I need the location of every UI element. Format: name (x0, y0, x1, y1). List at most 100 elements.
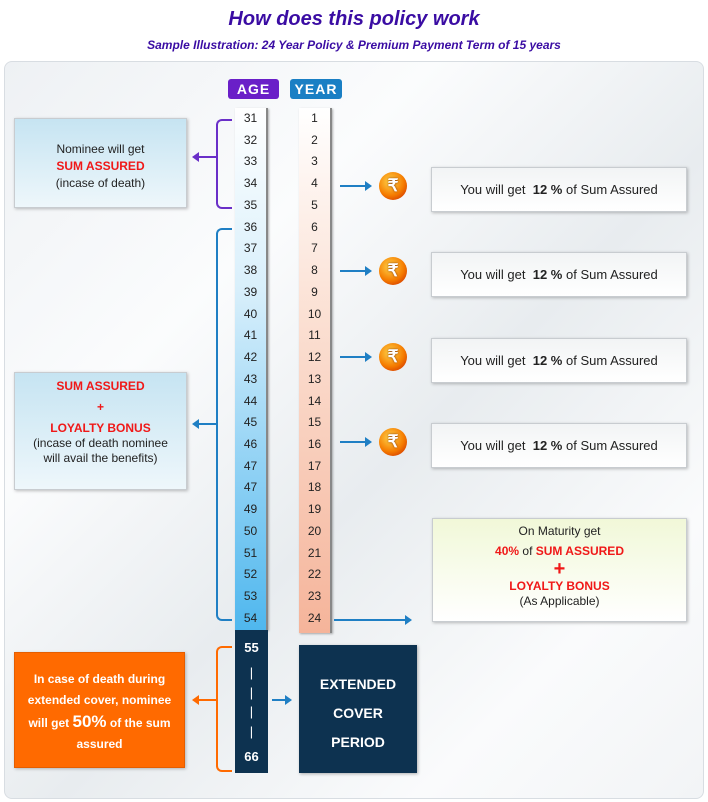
bracket-blue (216, 228, 232, 621)
box-text: Nominee will get (56, 142, 145, 156)
arrow-left-icon (192, 419, 216, 429)
box-text: On Maturity get (518, 524, 601, 538)
extended-cover-box: EXTENDED COVER PERIOD (299, 645, 417, 773)
box-text: You will get (460, 438, 526, 453)
year-cell: 12 (307, 350, 322, 365)
separator: | (249, 704, 254, 719)
payout-percent: 12 % (532, 182, 563, 197)
age-cell: 39 (243, 284, 258, 299)
loyalty-death-box: SUM ASSURED + LOYALTY BONUS (incase of d… (14, 372, 187, 490)
death-benefit-box: Nominee will get SUM ASSURED (incase of … (14, 118, 187, 208)
year-cell: 16 (307, 437, 322, 452)
box-text: of Sum Assured (566, 353, 658, 368)
maturity-box: On Maturity get 40% of SUM ASSURED + LOY… (432, 518, 687, 622)
year-cell: 2 (311, 132, 318, 147)
age-cell: 45 (243, 415, 258, 430)
payout-percent: 12 % (532, 438, 563, 453)
year-cell: 7 (311, 241, 318, 256)
age-cell: 49 (243, 502, 258, 517)
arrow-right-icon (340, 181, 372, 191)
age-cell: 46 (243, 437, 258, 452)
year-cell: 14 (307, 393, 322, 408)
arrow-right-icon (340, 266, 372, 276)
bracket-purple (216, 119, 232, 209)
age-cell: 47 (243, 480, 258, 495)
plus-sign: + (553, 558, 566, 580)
arrow-right-icon (334, 615, 412, 625)
box-text: (As Applicable) (519, 594, 600, 608)
rupee-icon: ₹ (379, 343, 407, 371)
box-highlight: LOYALTY BONUS (509, 579, 610, 593)
bracket-orange (216, 646, 232, 772)
year-cell: 11 (308, 328, 321, 343)
year-cell: 21 (307, 545, 322, 560)
year-cell: 24 (307, 610, 322, 625)
arrow-right-icon (340, 437, 372, 447)
age-cell: 47 (243, 458, 258, 473)
age-cell: 31 (243, 111, 258, 125)
year-cell: 4 (311, 176, 318, 191)
extended-start-age: 55 (244, 640, 259, 655)
payout-percent: 12 % (532, 353, 563, 368)
year-cell: 19 (307, 502, 322, 517)
box-text: COVER (333, 705, 383, 721)
arrow-right-icon (272, 695, 292, 705)
age-cell: 42 (243, 350, 258, 365)
age-cell: 44 (243, 393, 258, 408)
age-column: 31 32 33 34 35 36 37 38 39 40 41 42 43 44 45 46 47 47 49 50… (235, 108, 268, 630)
box-text: EXTENDED (319, 676, 397, 692)
maturity-percent: 40% (495, 544, 520, 558)
page-title: How does this policy work (228, 8, 480, 30)
age-cell: 43 (243, 371, 258, 386)
box-text: of Sum Assured (566, 182, 658, 197)
plus-sign: + (96, 400, 104, 414)
payout-box: You will get 12 % of Sum Assured (431, 167, 687, 212)
payout-box: You will get 12 % of Sum Assured (431, 423, 687, 468)
box-highlight: LOYALTY BONUS (50, 421, 151, 435)
age-cell: 33 (243, 154, 258, 169)
payout-percent: 12 % (532, 267, 563, 282)
year-cell: 13 (307, 371, 322, 386)
box-text: You will get (460, 353, 526, 368)
year-cell: 10 (307, 306, 322, 321)
year-cell: 22 (307, 567, 322, 582)
age-cell: 41 (243, 328, 258, 343)
payout-box: You will get 12 % of Sum Assured (431, 338, 687, 383)
age-cell: 38 (243, 263, 258, 278)
year-cell: 9 (311, 284, 318, 299)
year-cell: 17 (307, 458, 322, 473)
extended-death-box: In case of death during extended cover, … (14, 652, 185, 768)
age-cell: 40 (243, 306, 258, 321)
year-cell: 6 (311, 219, 318, 234)
box-text: of the sum assured (76, 716, 171, 751)
age-cell: 54 (243, 610, 258, 625)
age-cell: 50 (243, 523, 258, 538)
separator: | (249, 723, 254, 739)
year-cell: 3 (311, 154, 318, 169)
box-highlight: SUM ASSURED (56, 159, 145, 173)
year-header: YEAR (290, 79, 342, 99)
extended-age-column: 55 | | | | 66 (235, 630, 268, 773)
year-cell: 1 (311, 111, 318, 125)
arrow-left-icon (192, 152, 216, 162)
age-cell: 52 (243, 567, 258, 582)
year-cell: 8 (311, 263, 318, 278)
box-highlight: 50% (72, 712, 107, 731)
box-text: (incase of death) (55, 176, 146, 190)
age-cell: 36 (243, 219, 258, 234)
year-cell: 5 (311, 197, 318, 212)
box-highlight: SUM ASSURED (56, 379, 145, 393)
box-highlight: SUM ASSURED (535, 544, 624, 558)
age-cell: 35 (243, 197, 258, 212)
age-cell: 51 (243, 545, 258, 560)
separator: | (249, 665, 254, 680)
age-cell: 53 (243, 589, 258, 604)
rupee-icon: ₹ (379, 172, 407, 200)
year-cell: 20 (307, 523, 322, 538)
box-text: In case of death during extended cover, … (27, 672, 172, 730)
separator: | (249, 684, 254, 700)
age-cell: 32 (243, 132, 258, 147)
box-text: You will get (460, 182, 526, 197)
rupee-icon: ₹ (379, 257, 407, 285)
rupee-icon: ₹ (379, 428, 407, 456)
